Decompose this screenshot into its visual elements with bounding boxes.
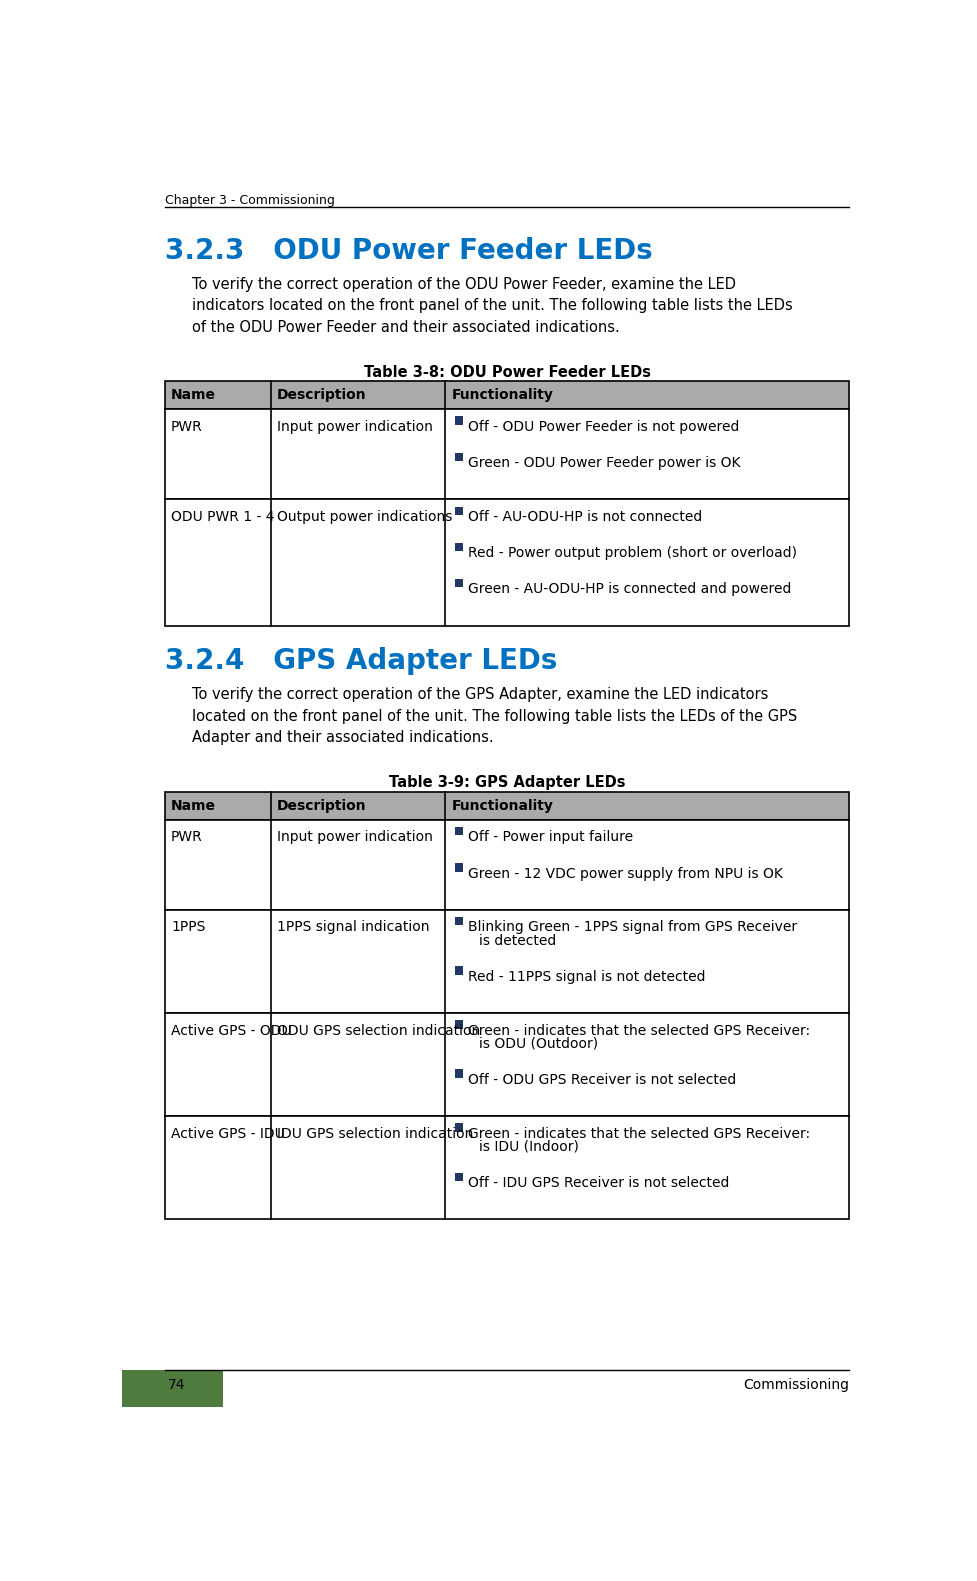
Text: Off - IDU GPS Receiver is not selected: Off - IDU GPS Receiver is not selected [467,1176,729,1190]
Text: 3.2.3   ODU Power Feeder LEDs: 3.2.3 ODU Power Feeder LEDs [165,237,652,264]
Bar [454,579,463,588]
Bar [445,381,848,409]
Bar [165,381,848,409]
Text: is IDU (Indoor): is IDU (Indoor) [479,1140,578,1154]
Bar [122,1371,223,1407]
Bar [165,500,848,626]
Text: 1PPS signal indication: 1PPS signal indication [276,920,429,934]
Text: Functionality: Functionality [451,389,553,402]
Text: Commissioning: Commissioning [743,1377,848,1391]
Text: PWR: PWR [171,830,202,844]
Text: Green - AU-ODU-HP is connected and powered: Green - AU-ODU-HP is connected and power… [467,582,790,596]
Text: Output power indications: Output power indications [276,511,452,523]
Text: Description: Description [276,798,366,813]
Bar [165,792,271,819]
Text: Adapter and their associated indications.: Adapter and their associated indications… [191,730,493,745]
Bar [165,819,848,909]
Text: Green - 12 VDC power supply from NPU is OK: Green - 12 VDC power supply from NPU is … [467,866,782,881]
Bar [454,1020,463,1029]
Bar [454,1124,463,1132]
Bar [454,1069,463,1078]
Text: indicators located on the front panel of the unit. The following table lists the: indicators located on the front panel of… [191,299,792,313]
Text: Blinking Green - 1PPS signal from GPS Receiver: Blinking Green - 1PPS signal from GPS Re… [467,920,796,934]
Bar [165,1116,848,1219]
Bar [165,1013,848,1116]
Bar [454,542,463,552]
Bar [445,792,848,819]
Text: Off - Power input failure: Off - Power input failure [467,830,632,844]
Text: Name: Name [171,389,216,402]
Text: 3.2.4   GPS Adapter LEDs: 3.2.4 GPS Adapter LEDs [165,647,557,675]
Text: Off - ODU Power Feeder is not powered: Off - ODU Power Feeder is not powered [467,421,739,433]
Bar [454,1173,463,1181]
Text: Input power indication: Input power indication [276,421,433,433]
Bar [454,416,463,425]
Bar [271,381,445,409]
Text: Input power indication: Input power indication [276,830,433,844]
Bar [165,1013,848,1116]
Bar [454,917,463,925]
Text: Table 3-9: GPS Adapter LEDs: Table 3-9: GPS Adapter LEDs [389,775,624,790]
Text: 74: 74 [168,1377,185,1391]
Text: To verify the correct operation of the GPS Adapter, examine the LED indicators: To verify the correct operation of the G… [191,688,768,702]
Text: PWR: PWR [171,421,202,433]
Bar [165,792,848,819]
Bar [165,819,848,909]
Text: ODU PWR 1 - 4: ODU PWR 1 - 4 [171,511,275,523]
Text: IDU GPS selection indication: IDU GPS selection indication [276,1127,473,1141]
Text: Active GPS - IDU: Active GPS - IDU [171,1127,284,1141]
Text: is ODU (Outdoor): is ODU (Outdoor) [479,1037,597,1051]
Text: Off - ODU GPS Receiver is not selected: Off - ODU GPS Receiver is not selected [467,1073,736,1086]
Bar [454,966,463,975]
Bar [165,409,848,500]
Bar [165,381,271,409]
Text: Green - indicates that the selected GPS Receiver:: Green - indicates that the selected GPS … [467,1127,809,1141]
Bar [165,909,848,1013]
Bar [454,506,463,515]
Text: ODU GPS selection indication: ODU GPS selection indication [276,1023,480,1037]
Text: Description: Description [276,389,366,402]
Bar [165,909,848,1013]
Text: Functionality: Functionality [451,798,553,813]
Text: Red - 11PPS signal is not detected: Red - 11PPS signal is not detected [467,969,704,983]
Text: Off - AU-ODU-HP is not connected: Off - AU-ODU-HP is not connected [467,511,701,523]
Text: 1PPS: 1PPS [171,920,205,934]
Text: is detected: is detected [479,933,556,947]
Bar [454,827,463,835]
Text: Green - indicates that the selected GPS Receiver:: Green - indicates that the selected GPS … [467,1023,809,1037]
Bar [165,409,848,500]
Text: Name: Name [171,798,216,813]
Text: located on the front panel of the unit. The following table lists the LEDs of th: located on the front panel of the unit. … [191,708,796,724]
Bar [271,792,445,819]
Text: Table 3-8: ODU Power Feeder LEDs: Table 3-8: ODU Power Feeder LEDs [363,365,650,379]
Text: Red - Power output problem (short or overload): Red - Power output problem (short or ove… [467,545,796,560]
Bar [165,500,848,626]
Bar [165,1116,848,1219]
Text: Green - ODU Power Feeder power is OK: Green - ODU Power Feeder power is OK [467,457,740,470]
Text: of the ODU Power Feeder and their associated indications.: of the ODU Power Feeder and their associ… [191,319,619,335]
Text: To verify the correct operation of the ODU Power Feeder, examine the LED: To verify the correct operation of the O… [191,277,736,292]
Bar [454,863,463,871]
Bar [454,452,463,462]
Text: Active GPS - ODU: Active GPS - ODU [171,1023,291,1037]
Text: Chapter 3 - Commissioning: Chapter 3 - Commissioning [165,194,334,207]
